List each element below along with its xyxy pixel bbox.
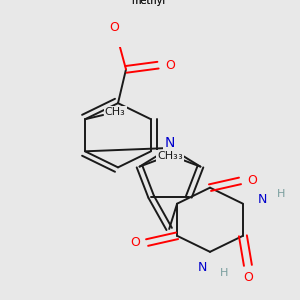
Text: CH₃: CH₃ xyxy=(105,107,125,118)
Text: O: O xyxy=(109,22,119,34)
Text: O: O xyxy=(247,174,257,188)
Text: N: N xyxy=(165,136,175,150)
Text: N: N xyxy=(258,193,268,206)
Text: N: N xyxy=(197,261,207,274)
Text: H: H xyxy=(277,189,285,199)
Text: O: O xyxy=(243,271,253,284)
Text: methyl: methyl xyxy=(131,0,165,6)
Text: CH₃: CH₃ xyxy=(157,152,178,161)
Text: methyl: methyl xyxy=(131,0,165,6)
Text: O: O xyxy=(130,236,140,249)
Text: CH₃: CH₃ xyxy=(162,152,183,161)
Text: H: H xyxy=(220,268,228,278)
Text: O: O xyxy=(165,59,175,72)
